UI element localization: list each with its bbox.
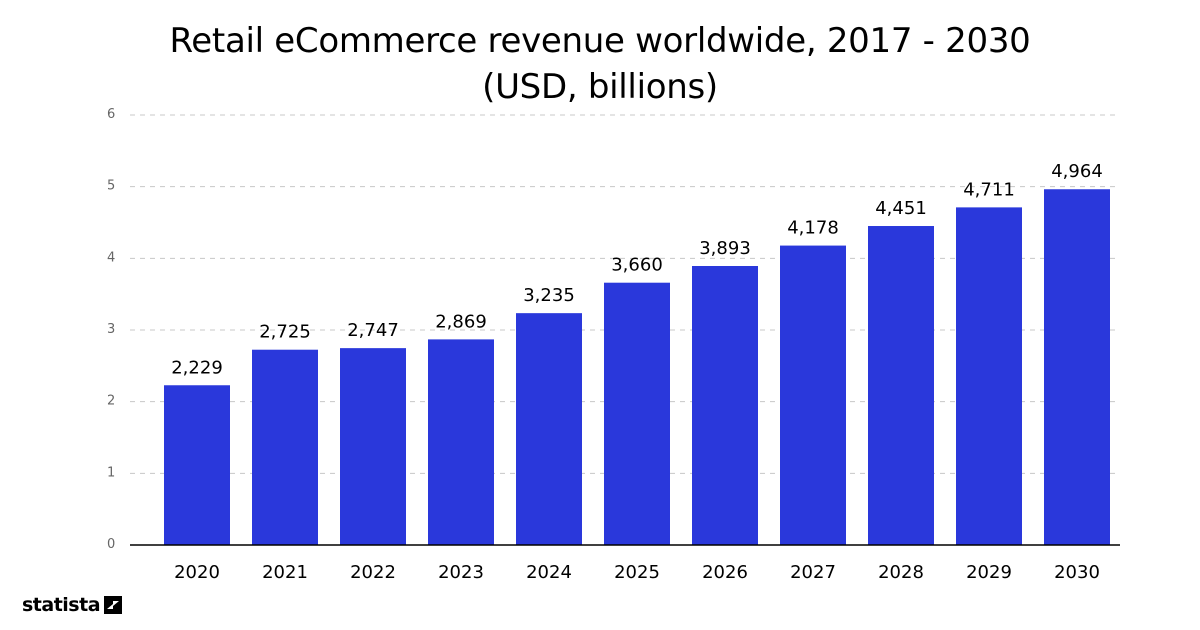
category-label-2022: 2022 <box>350 562 396 583</box>
chart-title: Retail eCommerce revenue worldwide, 2017… <box>0 18 1200 110</box>
y-tick-label: 4 <box>107 250 115 265</box>
y-tick-label: 1 <box>107 465 115 480</box>
bar-2024[interactable] <box>516 313 582 545</box>
category-label-2023: 2023 <box>438 562 484 583</box>
y-tick-label: 2 <box>107 394 115 409</box>
statista-logo-icon <box>104 596 123 614</box>
logo-text: statista <box>22 594 101 616</box>
value-label-2027: 4,178 <box>787 218 839 239</box>
category-label-2020: 2020 <box>174 562 220 583</box>
bar-2025[interactable] <box>604 282 670 545</box>
value-label-2026: 3,893 <box>699 238 751 259</box>
bars <box>164 189 1110 546</box>
y-tick-label: 3 <box>107 322 115 337</box>
bar-2030[interactable] <box>1044 189 1110 545</box>
value-label-2030: 4,964 <box>1051 161 1103 182</box>
chart-title-line-1: Retail eCommerce revenue worldwide, 2017… <box>169 21 1031 61</box>
category-label-2024: 2024 <box>526 562 572 583</box>
category-label-2028: 2028 <box>878 562 924 583</box>
bar-2020[interactable] <box>164 385 230 545</box>
bar-2023[interactable] <box>428 339 494 545</box>
value-label-2028: 4,451 <box>875 198 927 219</box>
category-label-2021: 2021 <box>262 562 308 583</box>
category-label-2027: 2027 <box>790 562 836 583</box>
value-label-2029: 4,711 <box>963 179 1015 200</box>
bar-2029[interactable] <box>956 207 1022 545</box>
value-label-2023: 2,869 <box>435 311 487 332</box>
value-label-2024: 3,235 <box>523 285 575 306</box>
category-label-2029: 2029 <box>966 562 1012 583</box>
category-label-2025: 2025 <box>614 562 660 583</box>
chart-title-line-2: (USD, billions) <box>482 67 718 107</box>
y-tick-label: 6 <box>107 107 115 122</box>
value-label-2025: 3,660 <box>611 255 663 276</box>
statista-logo[interactable]: statista <box>22 594 123 616</box>
bar-2022[interactable] <box>340 348 406 545</box>
y-tick-label: 5 <box>107 179 115 194</box>
category-label-2026: 2026 <box>702 562 748 583</box>
value-label-2021: 2,725 <box>259 322 311 343</box>
value-label-2022: 2,747 <box>347 320 399 341</box>
value-label-2020: 2,229 <box>171 357 223 378</box>
y-tick-label: 0 <box>107 537 115 552</box>
bar-2027[interactable] <box>780 245 846 545</box>
bar-2021[interactable] <box>252 349 318 545</box>
bar-value-labels: 2,229 2,725 2,747 2,869 3,235 3,660 3,893 4,178… <box>171 161 1103 378</box>
y-axis-tick-labels: 0 1 2 3 4 5 6 <box>107 107 115 552</box>
bar-2028[interactable] <box>868 226 934 546</box>
category-label-2030: 2030 <box>1054 562 1100 583</box>
x-axis-category-labels: 2020 2021 2022 2023 2024 2025 2026 2027 2028 2029… <box>174 562 1100 583</box>
bar-2026[interactable] <box>692 266 758 545</box>
